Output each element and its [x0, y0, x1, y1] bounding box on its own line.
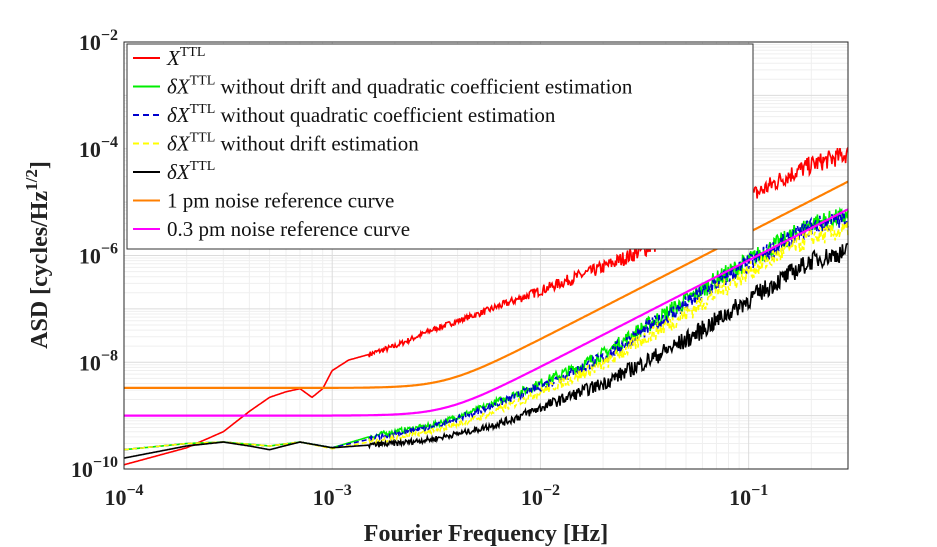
legend-box	[126, 43, 754, 250]
y-tick-label: 10−8	[79, 347, 118, 375]
x-tick-label: 10−2	[521, 482, 560, 510]
legend-entry-0: XTTL	[166, 45, 205, 70]
legend-entry-1: δXTTL without drift and quadratic coeffi…	[167, 74, 633, 99]
legend-entry-3: δXTTL without drift estimation	[167, 131, 419, 156]
y-axis-title: ASD [cycles/Hz1/2]	[22, 161, 53, 349]
legend-entry-2: δXTTL without quadratic coefficient esti…	[167, 102, 556, 127]
y-tick-label: 10−6	[79, 241, 118, 269]
legend-entry-5: 1 pm noise reference curve	[167, 189, 394, 213]
x-tick-label: 10−1	[729, 482, 768, 510]
x-axis-title: Fourier Frequency [Hz]	[364, 521, 608, 547]
legend: XTTL δXTTL without drift and quadratic co…	[126, 43, 754, 250]
series-line-3	[123, 220, 849, 451]
x-tick-label: 10−4	[104, 482, 143, 510]
series-line-4	[123, 242, 849, 459]
y-tick-label: 10−2	[79, 27, 118, 55]
legend-entry-4: δXTTL	[167, 159, 215, 184]
series-line-6	[124, 208, 849, 417]
x-tick-label: 10−3	[313, 482, 352, 510]
y-tick-label: 10−4	[79, 134, 118, 162]
y-tick-label: 10−10	[71, 454, 118, 482]
x-tick-labels: 10−4 10−3 10−2 10−1	[104, 482, 768, 510]
y-tick-labels: 10−10 10−8 10−6 10−4 10−2	[71, 27, 118, 482]
plot-frame	[123, 41, 849, 470]
legend-entry-6: 0.3 pm noise reference curve	[167, 217, 410, 241]
